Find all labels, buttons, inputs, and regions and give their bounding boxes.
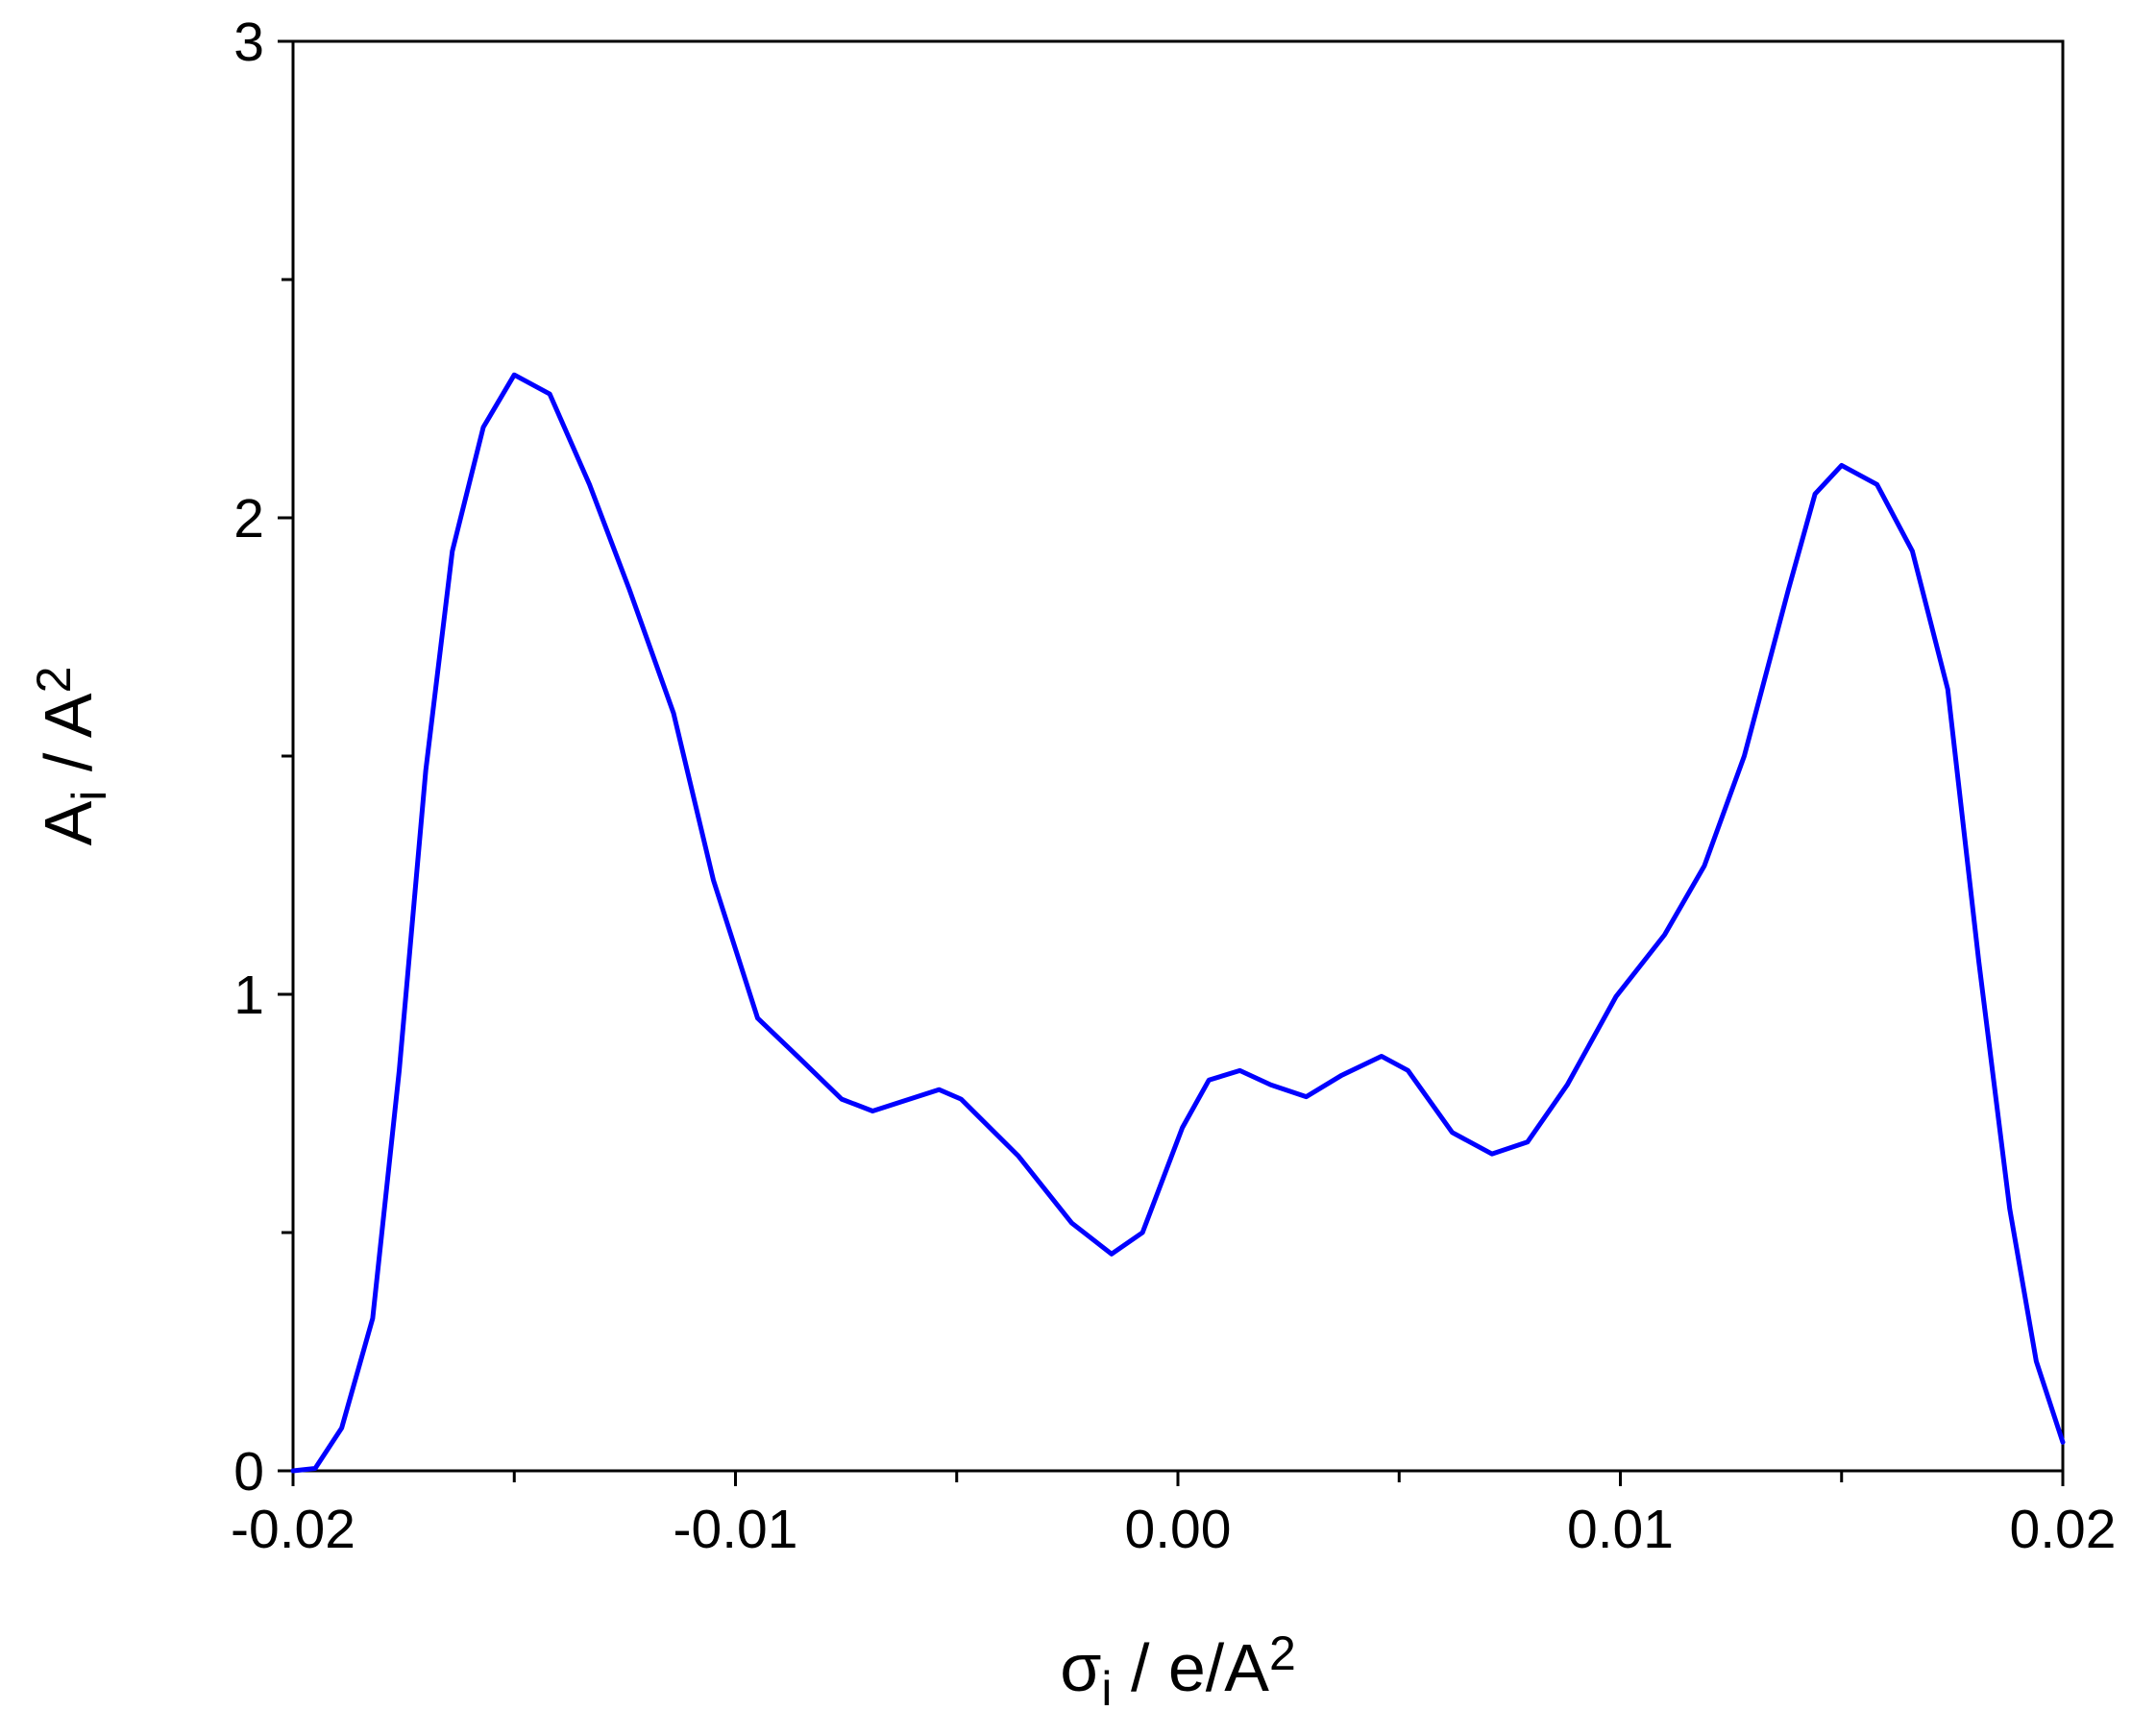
y-tick-label: 3 [233, 12, 264, 73]
x-label-sub: i [1101, 1662, 1112, 1716]
y-tick-label: 2 [233, 488, 264, 550]
y-tick-label: 1 [233, 965, 264, 1026]
x-tick-label: 0.01 [1567, 1499, 1674, 1560]
y-tick-label: 0 [233, 1441, 264, 1503]
y-label-base: A [31, 800, 106, 845]
plot-frame [291, 39, 2065, 1473]
y-label-sub: i [62, 791, 116, 801]
x-tick-label: 0.02 [2010, 1499, 2117, 1560]
x-label-rest: / e/A [1113, 1630, 1270, 1705]
x-label-sup: 2 [1269, 1626, 1296, 1680]
y-label-sup: 2 [27, 667, 81, 694]
x-axis-label: σi / e/A2 [1060, 1626, 1296, 1717]
x-tick-label: 0.00 [1125, 1499, 1232, 1560]
x-tick-label: -0.02 [231, 1499, 355, 1560]
y-label-rest: / A [31, 693, 106, 790]
y-axis-label: Ai / A2 [27, 667, 117, 846]
x-tick-label: -0.01 [674, 1499, 798, 1560]
data-line [290, 372, 2066, 1474]
x-label-base: σ [1060, 1630, 1101, 1705]
